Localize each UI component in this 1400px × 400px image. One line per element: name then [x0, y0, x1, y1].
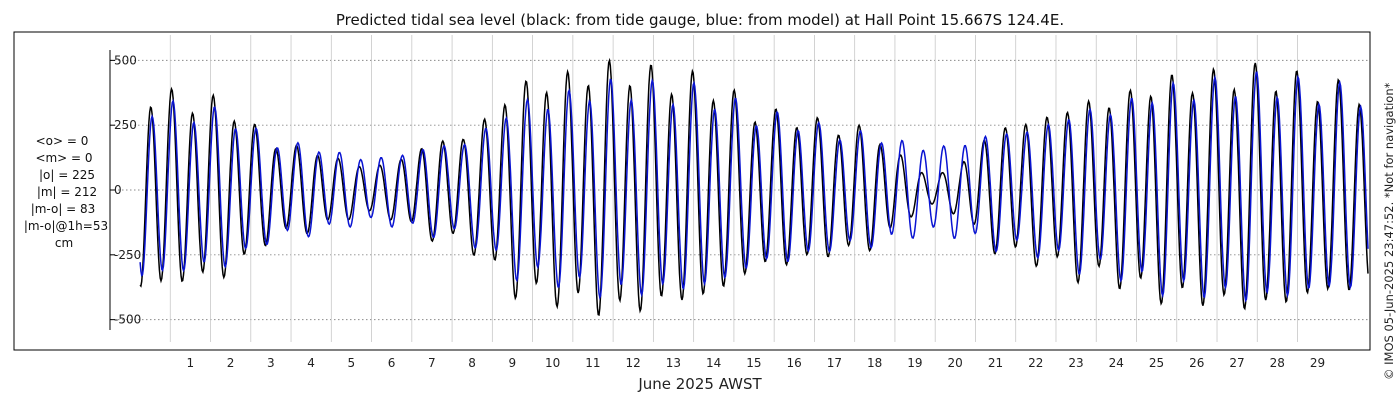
x-tick-label: 13 [666, 356, 681, 370]
x-tick-label: 1 [186, 356, 194, 370]
x-tick-label: 14 [706, 356, 721, 370]
stat-abs-diff-1h: |m-o|@1h=53 [24, 219, 108, 233]
x-tick-label: 5 [347, 356, 355, 370]
x-tick-label: 28 [1270, 356, 1285, 370]
x-tick-label: 17 [827, 356, 842, 370]
x-tick-label: 26 [1189, 356, 1204, 370]
x-tick-label: 20 [948, 356, 963, 370]
x-tick-label: 21 [988, 356, 1003, 370]
x-tick-label: 22 [1028, 356, 1043, 370]
x-tick-label: 4 [307, 356, 315, 370]
y-tick-label: -250 [114, 248, 141, 262]
stat-abs-model: |m| = 212 [37, 185, 97, 199]
chart-title: Predicted tidal sea level (black: from t… [336, 11, 1064, 29]
x-tick-label: 10 [545, 356, 560, 370]
stat-mean-observed: <o> = 0 [36, 134, 89, 148]
series-layer [139, 57, 1369, 316]
x-tick-label: 24 [1109, 356, 1124, 370]
x-tick-label: 16 [787, 356, 802, 370]
y-tick-label: 0 [114, 183, 122, 197]
stat-abs-diff: |m-o| = 83 [31, 202, 96, 216]
x-tick-label: 11 [585, 356, 600, 370]
x-tick-label: 9 [509, 356, 517, 370]
stat-abs-observed: |o| = 225 [39, 168, 95, 182]
from-tide-gauge-series-line [139, 57, 1369, 316]
x-tick-label: 29 [1310, 356, 1325, 370]
y-tick-label: -500 [114, 313, 141, 327]
x-tick-label: 19 [907, 356, 922, 370]
x-tick-label: 8 [468, 356, 476, 370]
x-tick-label: 12 [625, 356, 640, 370]
from-model-series-line [139, 71, 1369, 303]
x-tick-label: 25 [1149, 356, 1164, 370]
x-tick-label: 6 [388, 356, 396, 370]
stat-mean-model: <m> = 0 [35, 151, 92, 165]
x-tick-label: 18 [867, 356, 882, 370]
x-tick-label: 23 [1068, 356, 1083, 370]
y-tick-label: 500 [114, 53, 137, 67]
x-axis-label: June 2025 AWST [637, 375, 762, 393]
credit-text: © IMOS 05-Jun-2025 23:47:52. *Not for na… [1382, 82, 1396, 380]
y-tick-label: 250 [114, 118, 137, 132]
x-tick-label: 3 [267, 356, 275, 370]
x-tick-label: 27 [1229, 356, 1244, 370]
x-tick-label: 15 [746, 356, 761, 370]
x-tick-label: 2 [227, 356, 235, 370]
stat-units: cm [55, 236, 73, 250]
x-tick-label: 7 [428, 356, 436, 370]
stats-box: <o> = 0 <m> = 0 |o| = 225 |m| = 212 |m-o… [24, 134, 108, 250]
